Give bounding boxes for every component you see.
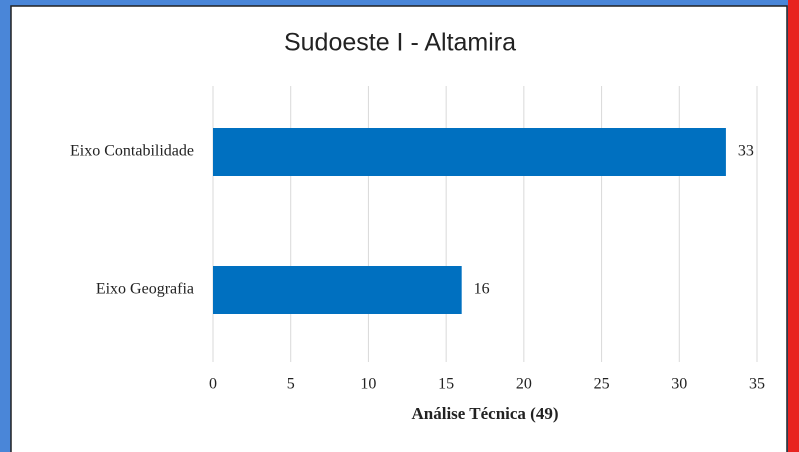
x-tick-label: 25 [594, 376, 610, 393]
x-tick-label: 10 [360, 376, 376, 393]
x-tick-label: 35 [749, 376, 765, 393]
x-tick-label: 20 [516, 376, 532, 393]
bar [213, 128, 726, 176]
chart-area [10, 5, 788, 452]
frame-right [788, 0, 799, 452]
y-tick-label: Eixo Contabilidade [70, 143, 194, 160]
x-tick-label: 0 [209, 376, 217, 393]
chart-title: Sudoeste I - Altamira [284, 29, 516, 57]
bar [213, 266, 462, 314]
x-tick-label: 30 [671, 376, 687, 393]
y-tick-label: Eixo Geografia [96, 281, 194, 298]
x-axis-title: Análise Técnica (49) [411, 404, 558, 423]
value-label: 33 [738, 143, 754, 160]
x-tick-label: 15 [438, 376, 454, 393]
value-label: 16 [474, 281, 490, 298]
x-tick-label: 5 [287, 376, 295, 393]
